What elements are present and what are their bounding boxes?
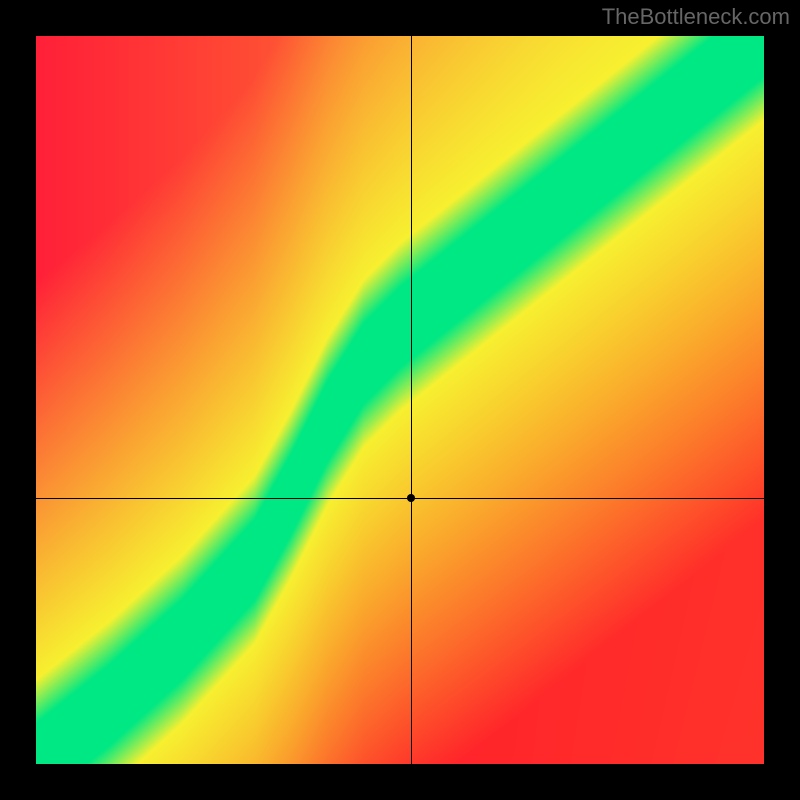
marker-dot bbox=[407, 494, 415, 502]
watermark-text: TheBottleneck.com bbox=[602, 4, 790, 30]
chart-container: TheBottleneck.com bbox=[0, 0, 800, 800]
plot-area bbox=[36, 36, 764, 764]
crosshair-vertical bbox=[411, 36, 412, 764]
crosshair-horizontal bbox=[36, 498, 764, 499]
heatmap-canvas bbox=[36, 36, 764, 764]
